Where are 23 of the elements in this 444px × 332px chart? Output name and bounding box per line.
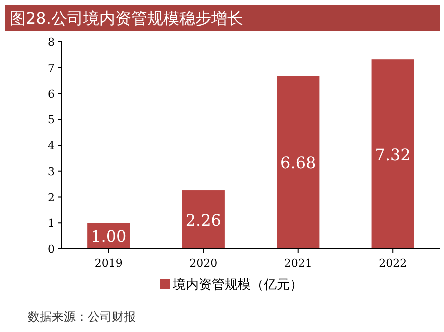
y-tick-label: 0 (48, 243, 55, 256)
x-tick-label: 2020 (190, 257, 218, 270)
y-tick-label: 3 (48, 165, 55, 178)
x-tick-label: 2021 (284, 257, 312, 270)
y-tick-label: 6 (48, 88, 55, 101)
text: 7.32 (375, 145, 411, 164)
y-tick-label: 5 (48, 114, 55, 127)
y-tick-label: 8 (48, 36, 55, 49)
bar (182, 190, 225, 249)
text: 6.68 (280, 154, 316, 173)
x-tick-label: 2022 (379, 257, 408, 270)
y-tick-label: 4 (48, 140, 55, 152)
y-tick-label: 2 (48, 191, 55, 204)
legend-label: 境内资管规模（亿元） (172, 277, 303, 293)
y-tick-label: 1 (48, 217, 55, 230)
chart-title: 图28.公司境内资管规模稳步增长 (10, 9, 244, 28)
bar (372, 60, 414, 249)
text: 2.26 (186, 210, 222, 230)
text: 1.00 (91, 227, 127, 246)
y-tick-label: 7 (48, 62, 55, 75)
x-tick-label: 2019 (94, 257, 123, 270)
bar (277, 76, 320, 249)
source-note: 数据来源：公司财报 (28, 310, 136, 324)
